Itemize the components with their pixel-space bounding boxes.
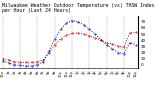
- Text: Milwaukee Weather Outdoor Temperature (vs) THSW Index per Hour (Last 24 Hours): Milwaukee Weather Outdoor Temperature (v…: [2, 3, 154, 13]
